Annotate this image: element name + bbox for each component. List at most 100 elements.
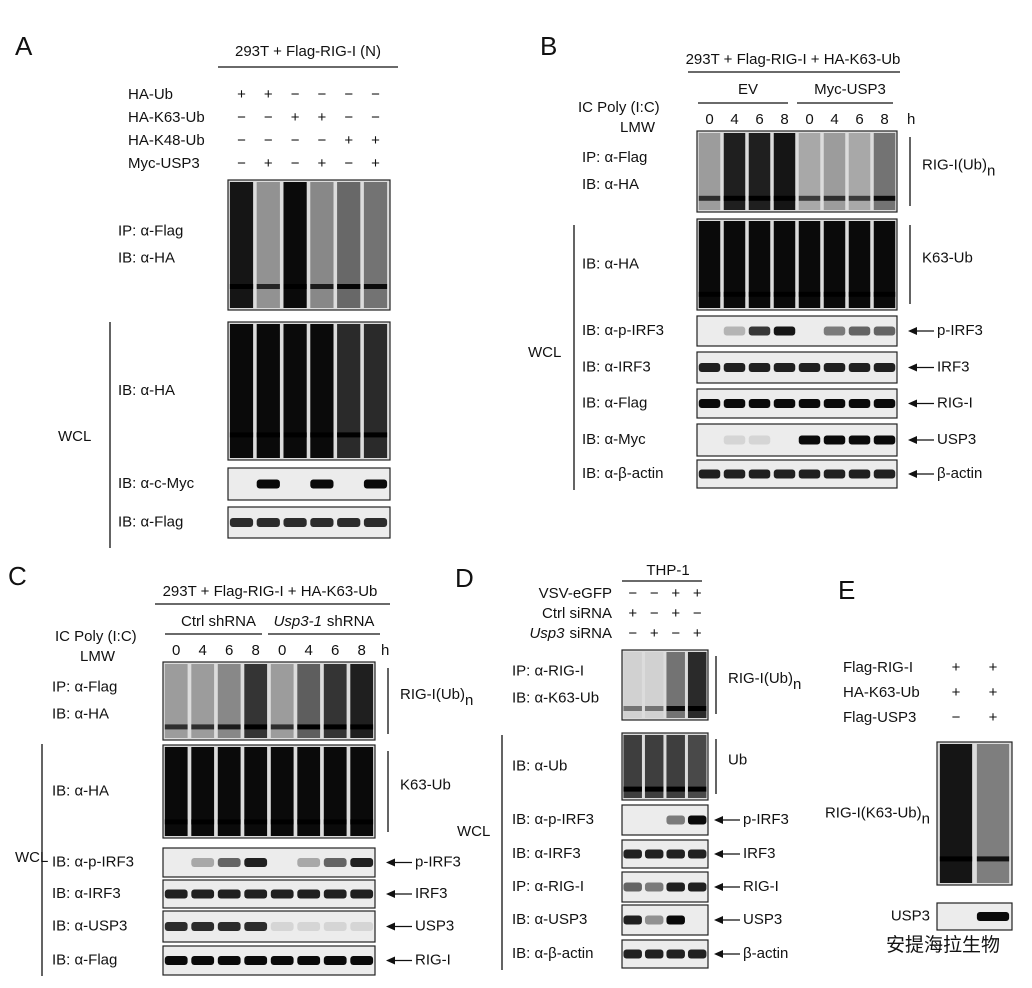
condition-sign: −	[291, 155, 300, 172]
band	[774, 436, 796, 445]
smear-band	[363, 284, 388, 289]
condition-sign: +	[952, 659, 961, 676]
condition-sign: +	[650, 625, 659, 642]
smear	[723, 221, 746, 308]
treatment-label: LMW	[620, 119, 656, 136]
condition-sign: −	[344, 86, 353, 103]
band	[773, 363, 796, 372]
smear-band	[350, 819, 374, 825]
target-label: K63-Ub	[400, 776, 451, 793]
smear-band	[283, 432, 307, 438]
timepoint: 0	[705, 111, 713, 128]
band	[297, 956, 321, 965]
band	[848, 363, 871, 372]
blot-frame	[696, 351, 898, 384]
condition-label: Flag-RIG-I	[843, 659, 913, 676]
band	[748, 435, 771, 445]
band	[666, 815, 685, 825]
smear	[164, 747, 188, 836]
smear-band	[323, 724, 347, 730]
smear-band	[698, 291, 721, 297]
band	[723, 363, 746, 372]
smear	[644, 735, 664, 798]
smear-band	[798, 195, 821, 201]
band	[270, 889, 294, 899]
smear-band	[337, 284, 361, 289]
smear-band	[270, 819, 294, 825]
band	[773, 399, 796, 408]
condition-label: HA-K63-Ub	[128, 109, 205, 126]
smear	[939, 744, 973, 883]
band	[666, 949, 685, 959]
band	[217, 858, 241, 867]
smear-band	[244, 724, 268, 730]
band	[799, 327, 821, 336]
timepoint: 0	[278, 642, 286, 659]
blot	[227, 321, 391, 461]
band	[723, 326, 746, 336]
smear-band	[687, 706, 707, 711]
condition-sign: +	[671, 605, 680, 622]
smear	[823, 221, 846, 308]
condition-label: Ctrl siRNA	[542, 605, 612, 622]
blot-frame	[696, 423, 898, 457]
band	[644, 882, 664, 892]
smear	[229, 324, 254, 458]
watermark: 安提海拉生物	[886, 934, 1000, 956]
target-text: β-actin	[937, 465, 982, 482]
smear	[363, 324, 388, 458]
target-label: RIG-I(Ub)n	[400, 686, 473, 709]
band	[848, 399, 871, 408]
italic-part: Usp3	[529, 625, 565, 642]
smear	[256, 182, 280, 308]
blot-label: IP: α-RIG-I	[512, 662, 584, 679]
target-label: RIG-I(Ub)n	[728, 670, 801, 693]
band	[297, 858, 321, 867]
target-text: IRF3	[415, 885, 448, 902]
condition-sign: −	[344, 109, 353, 126]
band	[873, 469, 896, 479]
condition-sign: −	[291, 132, 300, 149]
smear	[773, 221, 796, 308]
time-unit: h	[381, 642, 389, 659]
smear	[310, 182, 334, 308]
blot	[936, 741, 1013, 886]
panel-header: 293T + Flag-RIG-I + HA-K63-Ub	[686, 51, 901, 68]
arrow-head	[386, 858, 395, 867]
smear-band	[164, 724, 188, 730]
band	[687, 815, 707, 825]
band	[191, 889, 215, 899]
arrow-head	[386, 922, 395, 931]
blot	[621, 939, 709, 969]
smear	[283, 324, 307, 458]
arrow-head	[714, 850, 723, 858]
target-label: RIG-I	[937, 394, 973, 411]
target-label: USP3	[743, 911, 782, 928]
blot-label: IB: α-c-Myc	[118, 475, 195, 492]
smear-band	[848, 291, 871, 297]
condition-sign: −	[628, 585, 637, 602]
band	[773, 469, 796, 479]
target-label: p-IRF3	[415, 853, 461, 870]
band	[310, 479, 334, 489]
target-label: IRF3	[415, 885, 448, 902]
smear	[644, 652, 664, 718]
condition-sign: +	[693, 625, 702, 642]
band	[848, 469, 871, 479]
condition-sign: −	[264, 109, 273, 126]
treatment-label: IC Poly (I:C)	[578, 99, 660, 116]
target-label: Ub	[728, 751, 747, 768]
smear	[798, 133, 821, 210]
condition-label: HA-K63-Ub	[843, 684, 920, 701]
band	[798, 363, 821, 372]
target-label: USP3	[415, 917, 454, 934]
band	[644, 849, 664, 859]
smear-band	[798, 291, 821, 297]
blot-frame	[162, 879, 376, 909]
band	[191, 858, 215, 867]
blot-frame	[696, 130, 898, 213]
smear-band	[823, 291, 846, 297]
blot	[227, 179, 391, 311]
panel-header: 293T + Flag-RIG-I (N)	[235, 43, 381, 60]
timepoint: 0	[172, 642, 180, 659]
